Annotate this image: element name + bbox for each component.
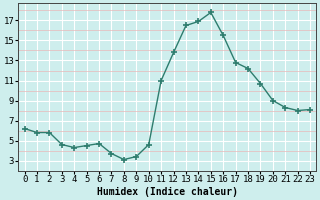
X-axis label: Humidex (Indice chaleur): Humidex (Indice chaleur) [97, 186, 238, 197]
